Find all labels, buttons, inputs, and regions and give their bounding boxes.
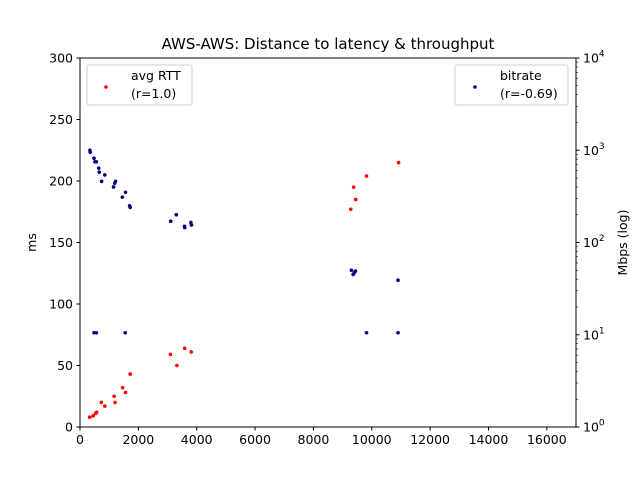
bitrate-point bbox=[96, 166, 101, 170]
bitrate-point bbox=[92, 156, 96, 161]
y2-tick-label: 101 bbox=[583, 326, 605, 342]
bitrate-point bbox=[396, 330, 400, 335]
bitrate-point bbox=[111, 185, 116, 189]
legend-bitrate-note: (r=-0.69) bbox=[500, 86, 558, 101]
rtt-point bbox=[128, 372, 132, 376]
bitrate-point bbox=[182, 225, 187, 230]
legend-bitrate: bitrate (r=-0.69) bbox=[454, 64, 569, 106]
rtt-point bbox=[99, 400, 104, 405]
x-tick-label: 0 bbox=[76, 432, 84, 447]
x-tick-label: 4000 bbox=[181, 432, 213, 447]
bitrate-point bbox=[364, 330, 369, 335]
bitrate-series bbox=[88, 148, 400, 335]
rtt-point bbox=[103, 404, 107, 408]
rtt-point bbox=[182, 346, 187, 351]
legend-bitrate-box bbox=[454, 64, 569, 106]
bitrate-point bbox=[128, 205, 132, 210]
x-axis: 0 2000 4000 6000 8000 10000 12000 14000 16000 bbox=[76, 427, 567, 447]
bitrate-point bbox=[120, 195, 125, 199]
legend-rtt-note: (r=1.0) bbox=[131, 86, 176, 101]
bitrate-point bbox=[396, 278, 400, 283]
rtt-point bbox=[189, 350, 193, 354]
bitrate-point bbox=[94, 330, 99, 335]
y2-axis-label: Mbps (log) bbox=[615, 210, 630, 276]
rtt-series bbox=[87, 160, 401, 419]
y-tick-label: 200 bbox=[49, 174, 73, 189]
plot-frame bbox=[79, 57, 577, 428]
x-tick-label: 12000 bbox=[410, 432, 450, 447]
legend-rtt-marker bbox=[104, 85, 108, 89]
rtt-point bbox=[87, 415, 92, 419]
legend-rtt: avg RTT (r=1.0) bbox=[86, 64, 193, 106]
bitrate-point bbox=[94, 159, 99, 164]
legend-bitrate-label: bitrate bbox=[500, 68, 542, 83]
x-tick-label: 6000 bbox=[239, 432, 271, 447]
x-tick-label: 14000 bbox=[469, 432, 509, 447]
legend-bitrate-marker bbox=[473, 85, 477, 89]
bitrate-point bbox=[113, 179, 118, 184]
rtt-point bbox=[112, 394, 116, 399]
y-tick-label: 100 bbox=[49, 297, 73, 312]
bitrate-point bbox=[99, 179, 104, 184]
rtt-point bbox=[396, 160, 401, 165]
rtt-point bbox=[353, 197, 358, 202]
y-tick-label: 300 bbox=[49, 51, 73, 66]
y2-tick-label: 100 bbox=[583, 419, 605, 435]
y2-tick-label: 103 bbox=[583, 142, 605, 158]
rtt-point bbox=[168, 352, 173, 357]
rtt-point bbox=[175, 363, 179, 368]
rtt-point bbox=[123, 390, 128, 395]
y-axis-right: 100 101 102 103 104 bbox=[576, 50, 605, 435]
rtt-point bbox=[364, 174, 369, 178]
rtt-point bbox=[91, 414, 95, 418]
y-axis-label: ms bbox=[24, 233, 39, 252]
bitrate-point bbox=[174, 212, 179, 217]
bitrate-point bbox=[168, 219, 173, 224]
bitrate-point bbox=[88, 150, 93, 155]
rtt-point bbox=[351, 185, 356, 189]
x-tick-label: 2000 bbox=[122, 432, 154, 447]
rtt-point bbox=[94, 410, 99, 415]
y2-tick-label: 104 bbox=[583, 50, 605, 66]
bitrate-point bbox=[123, 330, 128, 335]
bitrate-point bbox=[123, 190, 128, 195]
rtt-point bbox=[113, 400, 117, 405]
bitrate-point bbox=[189, 223, 194, 227]
x-tick-label: 8000 bbox=[298, 432, 330, 447]
rtt-point bbox=[120, 385, 125, 390]
chart-title: AWS-AWS: Distance to latency & throughpu… bbox=[162, 35, 495, 53]
bitrate-point bbox=[97, 170, 102, 174]
y-tick-label: 50 bbox=[57, 358, 73, 373]
x-tick-label: 16000 bbox=[527, 432, 567, 447]
bitrate-point bbox=[353, 269, 358, 273]
legend-rtt-box bbox=[86, 64, 193, 106]
bitrate-point bbox=[349, 268, 354, 273]
y-tick-label: 150 bbox=[49, 235, 73, 250]
bitrate-point bbox=[103, 173, 107, 177]
rtt-point bbox=[348, 207, 353, 212]
y-axis-left: 0 50 100 150 200 250 300 bbox=[49, 51, 80, 435]
x-tick-label: 10000 bbox=[352, 432, 392, 447]
legend-rtt-label: avg RTT bbox=[131, 68, 181, 83]
y2-tick-label: 102 bbox=[583, 234, 605, 250]
y-tick-label: 0 bbox=[65, 420, 73, 435]
y-tick-label: 250 bbox=[49, 112, 73, 127]
